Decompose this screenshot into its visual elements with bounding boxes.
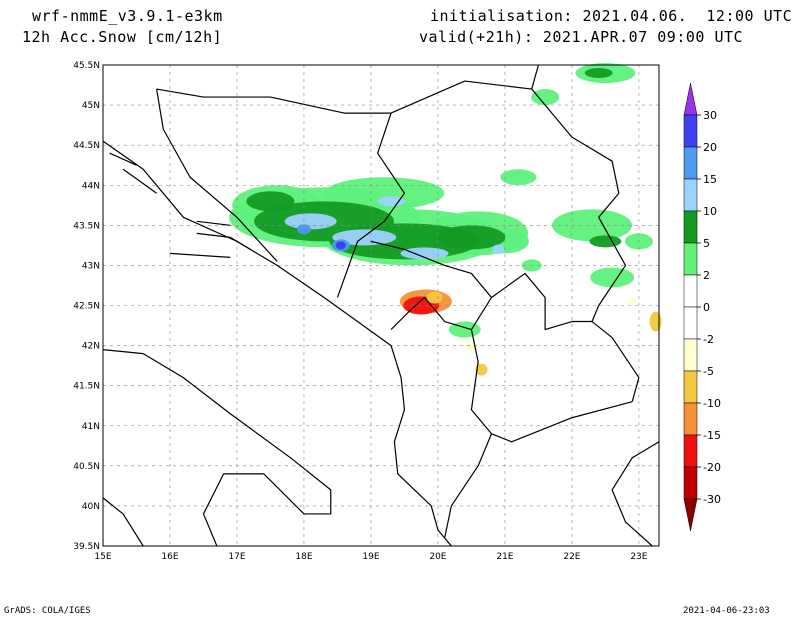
snow-area [531, 89, 560, 106]
colorbar-bottom-arrow [683, 498, 698, 532]
colorbar-label: 2 [703, 269, 710, 282]
boundary-line [169, 252, 231, 258]
lat-tick-label: 42.5N [73, 302, 100, 312]
colorbar-label: -15 [703, 429, 721, 442]
lat-tick-label: 45N [82, 101, 100, 111]
lon-tick-label: 22E [563, 552, 580, 562]
boundary-line [531, 64, 539, 90]
colorbar-label: 10 [703, 205, 717, 218]
colorbar-segment [683, 178, 698, 212]
lon-tick-label: 19E [362, 552, 379, 562]
snow-area [324, 177, 445, 210]
snow-area [475, 363, 488, 376]
axis-ticks: 15E 16E 17E 18E 19E 20E 21E 22E 23E 39.5N 40N 40.5N… [73, 61, 648, 562]
boundary-line [109, 152, 137, 166]
lat-tick-label: 44N [82, 181, 100, 191]
valid-time: valid(+21h): 2021.APR.07 09:00 UTC [419, 28, 744, 46]
map-frame [102, 64, 660, 547]
boundary-line [196, 220, 231, 226]
colorbar-segment [683, 306, 698, 340]
colorbar-label: 20 [703, 141, 717, 154]
grid-lines [103, 65, 659, 546]
snow-area [627, 297, 638, 306]
colorbar-segment [683, 210, 698, 244]
colorbar-segment [683, 402, 698, 436]
colorbar-label: 5 [703, 237, 710, 250]
colorbar-label: -30 [703, 493, 721, 506]
colorbar-segment [683, 370, 698, 404]
boundary-line [491, 272, 640, 402]
snow-area [649, 311, 662, 332]
snow-field-layer [229, 63, 662, 376]
colorbar-label: 0 [703, 301, 710, 314]
lat-tick-label: 43N [82, 261, 100, 271]
boundary-line [102, 497, 144, 547]
lat-tick-label: 41N [82, 422, 100, 432]
colorbar-label: 15 [703, 173, 717, 186]
snow-area [589, 235, 622, 248]
colorbar-segment [683, 242, 698, 276]
boundary-line [444, 433, 493, 539]
lat-tick-label: 43.5N [73, 221, 100, 231]
lat-tick-label: 41.5N [73, 382, 100, 392]
field-title: 12h Acc.Snow [cm/12h] [22, 28, 223, 46]
snow-area [335, 241, 346, 250]
colorbar-segment [683, 338, 698, 372]
lat-tick-label: 40N [82, 502, 100, 512]
boundary-line [390, 80, 627, 322]
colorbar-label: 30 [703, 109, 717, 122]
init-time: initialisation: 2021.04.06. 12:00 UTC [430, 7, 793, 25]
lon-tick-label: 15E [94, 552, 111, 562]
snow-area [552, 209, 633, 242]
boundary-line [370, 240, 493, 331]
boundary-line [155, 88, 278, 262]
lon-tick-label: 20E [429, 552, 446, 562]
boundary-line [102, 140, 452, 547]
lat-tick-label: 44.5N [73, 141, 100, 151]
boundary-line [196, 232, 251, 250]
colorbar-segment [683, 274, 698, 308]
grads-credit: GrADS: COLA/IGES [4, 606, 91, 616]
colorbar-segment [683, 114, 698, 148]
render-timestamp: 2021-04-06-23:03 [683, 606, 770, 616]
snow-area [584, 68, 613, 79]
coastlines-borders [102, 64, 660, 547]
colorbar-segment [683, 466, 698, 500]
snow-area [426, 291, 443, 304]
snow-area [492, 244, 505, 255]
lat-tick-label: 40.5N [73, 462, 100, 472]
lat-tick-label: 39.5N [73, 542, 100, 552]
colorbar-label: -2 [703, 333, 714, 346]
snow-area [332, 229, 397, 246]
snow-area [284, 213, 337, 230]
colorbar-label: -5 [703, 365, 714, 378]
lat-tick-label: 45.5N [73, 61, 100, 71]
colorbar-label: -10 [703, 397, 721, 410]
snow-area [296, 224, 311, 235]
lon-tick-label: 23E [630, 552, 647, 562]
snow-area [437, 225, 506, 250]
boundary-line [102, 348, 332, 547]
snow-area [377, 196, 406, 207]
snow-area [400, 247, 449, 260]
colorbar-top-arrow [683, 82, 698, 116]
colorbar-segment [683, 434, 698, 468]
lon-tick-label: 17E [228, 552, 245, 562]
snow-area [500, 169, 537, 186]
colorbar-label: -20 [703, 461, 721, 474]
boundary-line [122, 168, 157, 194]
lon-tick-label: 18E [295, 552, 312, 562]
lon-tick-label: 16E [161, 552, 178, 562]
snow-area [590, 267, 635, 288]
boundary-line [156, 88, 406, 298]
lon-tick-label: 21E [496, 552, 513, 562]
snow-area [246, 191, 295, 212]
lat-tick-label: 42N [82, 342, 100, 352]
boundary-line [611, 441, 660, 547]
model-title: wrf-nmmE_v3.9.1-e3km [32, 7, 223, 25]
colorbar-segment [683, 146, 698, 180]
